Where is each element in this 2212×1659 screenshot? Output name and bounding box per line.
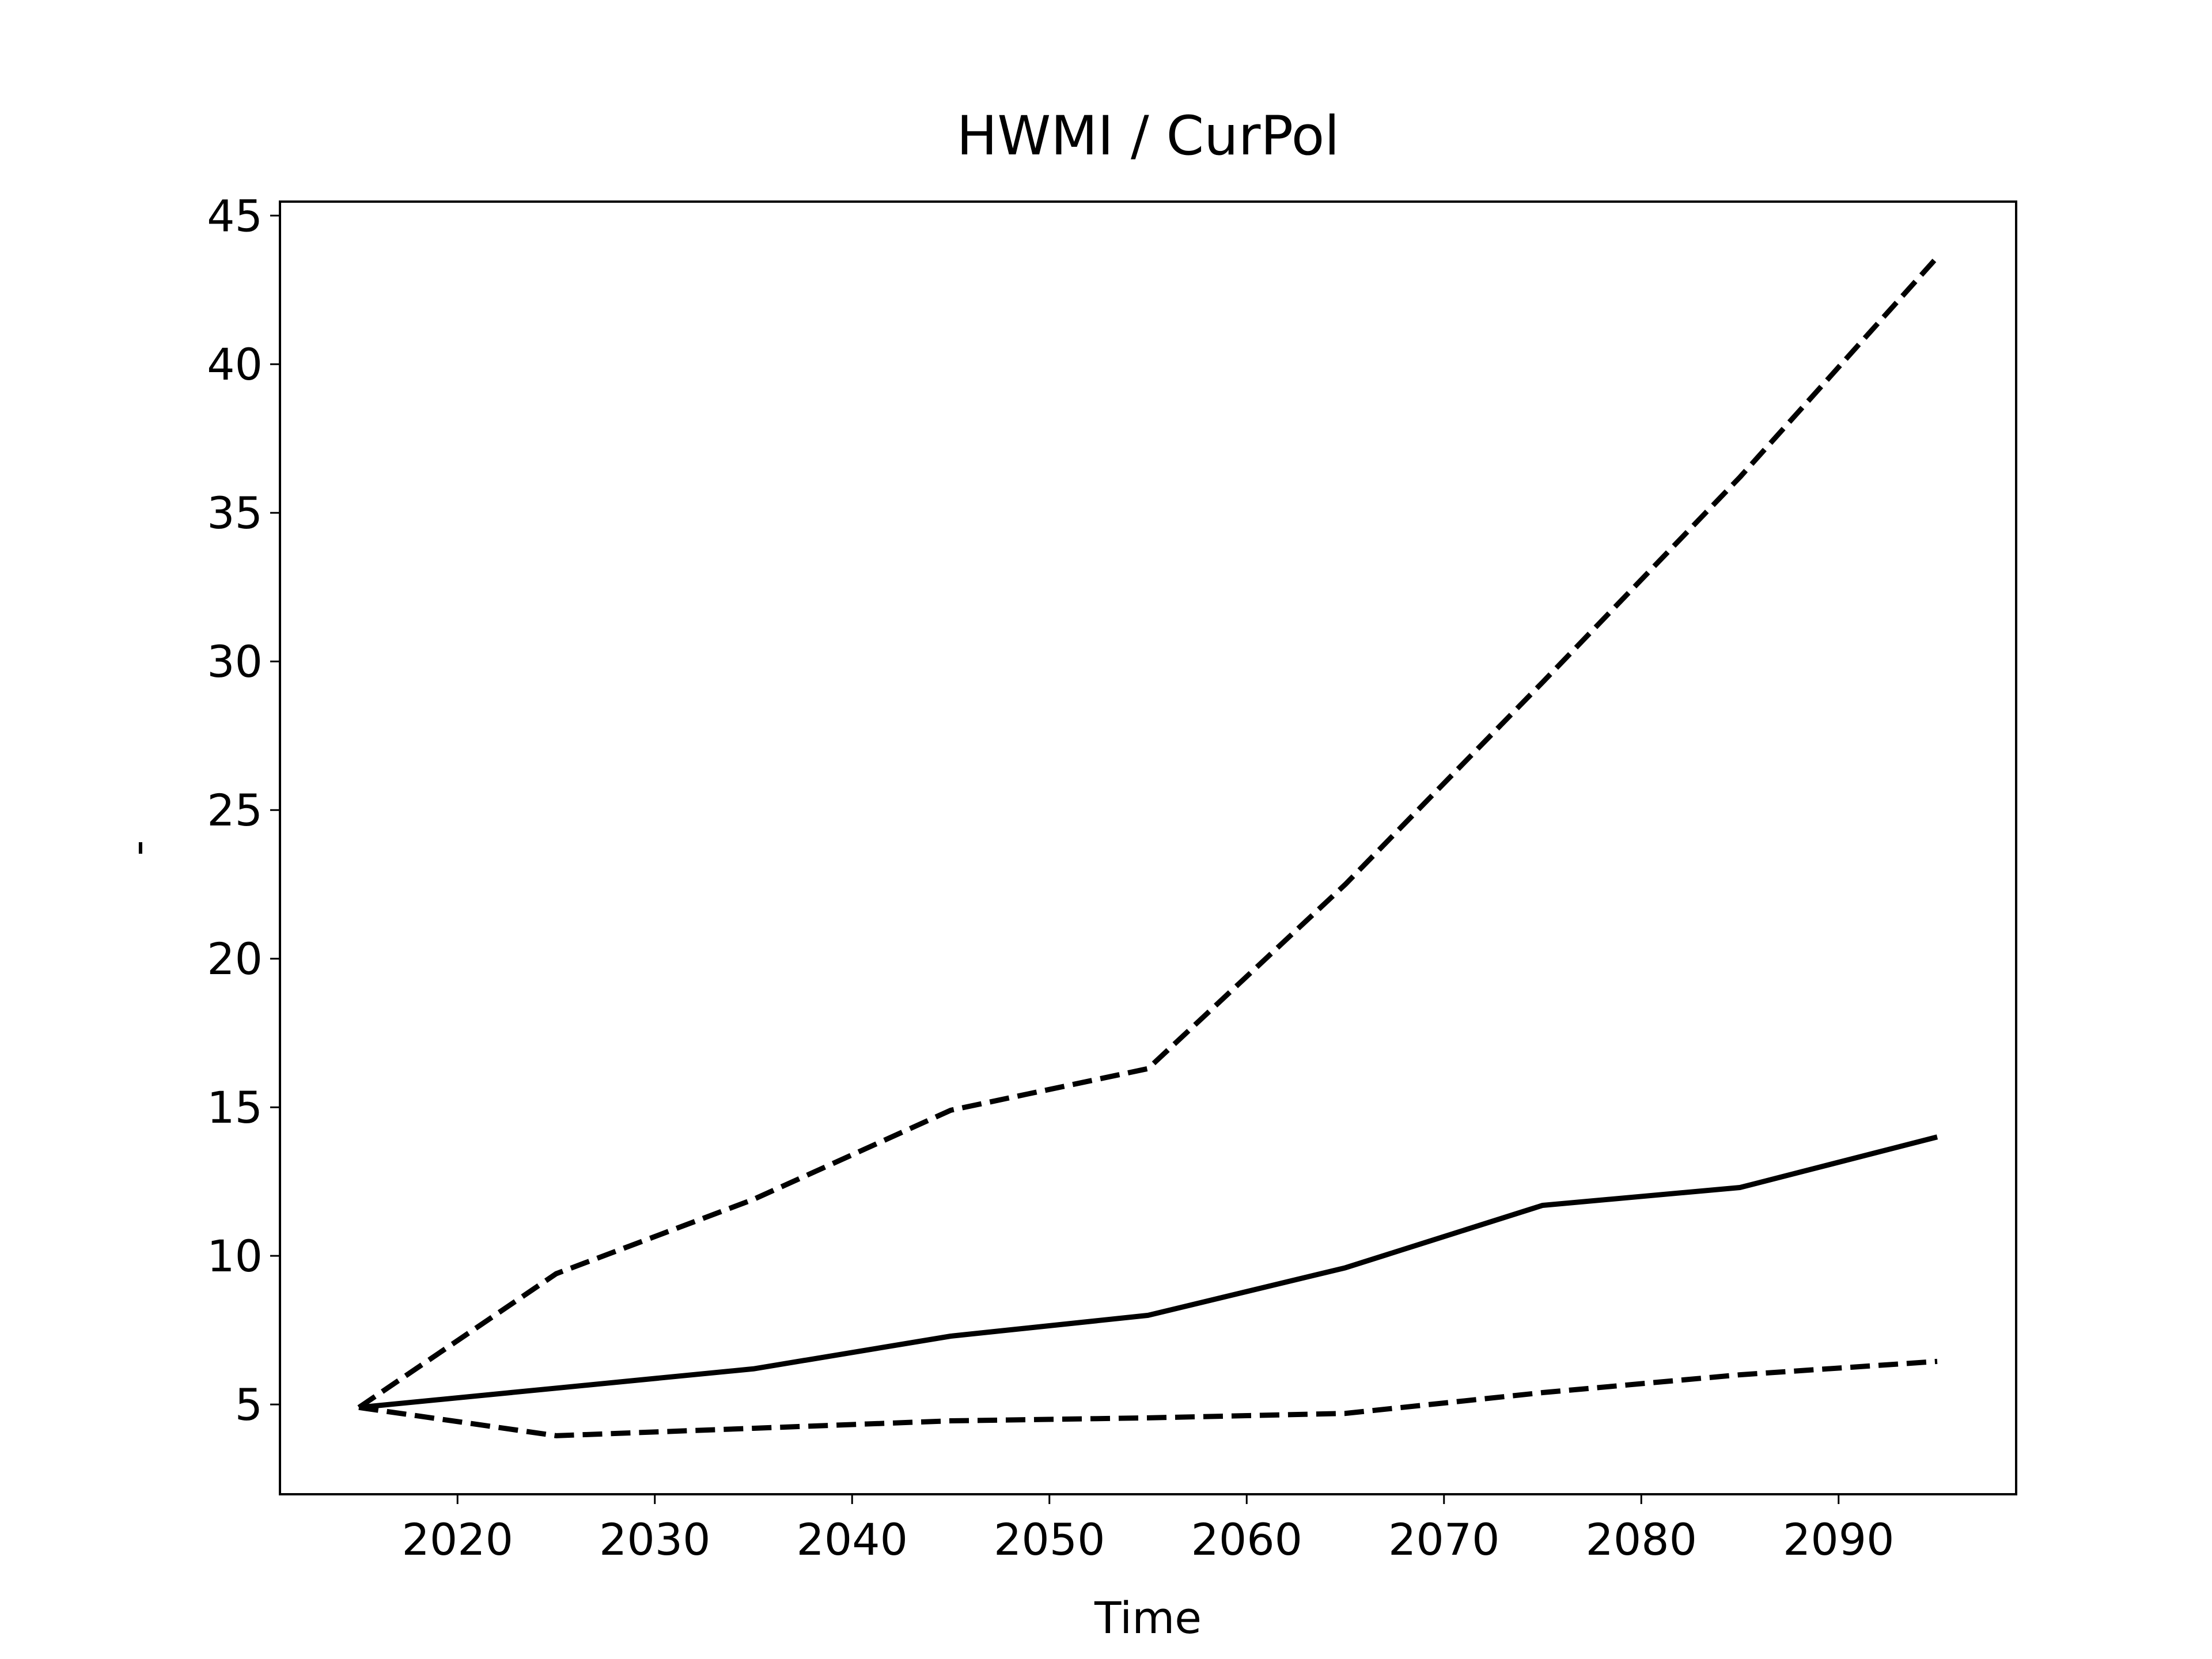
y-tick-label: 30: [207, 636, 263, 687]
y-tick-label: 15: [207, 1082, 263, 1133]
series-line: [358, 1358, 1938, 1438]
plot-frame: [279, 200, 2017, 1495]
x-tick-label: 2040: [797, 1514, 908, 1565]
x-tick-label: 2060: [1191, 1514, 1302, 1565]
chart-title: HWMI / CurPol: [957, 105, 1340, 168]
y-tick-label: 35: [207, 487, 263, 539]
y-tick-label: 5: [235, 1379, 263, 1430]
series-line: [358, 1134, 1938, 1410]
y-axis-label: -: [112, 840, 163, 855]
y-tick-label: 40: [207, 339, 263, 390]
y-tick-label: 45: [207, 190, 263, 241]
series-line: [357, 255, 1940, 1410]
x-tick-label: 2030: [599, 1514, 710, 1565]
x-tick-label: 2020: [402, 1514, 513, 1565]
x-axis-label: Time: [1094, 1592, 1202, 1643]
y-tick-label: 10: [207, 1230, 263, 1282]
x-tick-label: 2070: [1388, 1514, 1499, 1565]
x-tick-label: 2090: [1783, 1514, 1894, 1565]
x-tick-label: 2080: [1586, 1514, 1697, 1565]
y-tick-label: 20: [207, 933, 263, 984]
x-tick-label: 2050: [994, 1514, 1105, 1565]
y-tick-label: 25: [207, 785, 263, 836]
